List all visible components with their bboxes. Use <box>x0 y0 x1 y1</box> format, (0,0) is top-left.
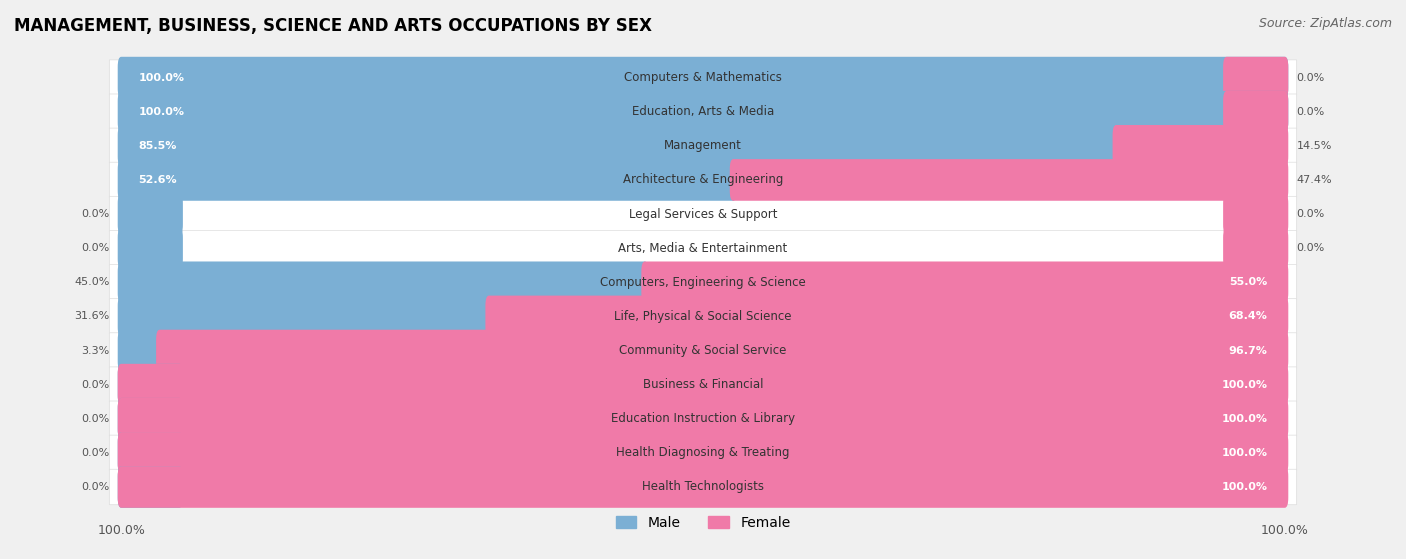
Text: 52.6%: 52.6% <box>139 175 177 185</box>
FancyBboxPatch shape <box>110 333 1296 368</box>
Text: Community & Social Service: Community & Social Service <box>619 344 787 357</box>
Text: 85.5%: 85.5% <box>139 141 177 151</box>
FancyBboxPatch shape <box>110 60 1296 96</box>
Text: 3.3%: 3.3% <box>82 345 110 356</box>
FancyBboxPatch shape <box>1223 228 1288 269</box>
Text: Source: ZipAtlas.com: Source: ZipAtlas.com <box>1258 17 1392 30</box>
FancyBboxPatch shape <box>118 159 737 201</box>
Text: 0.0%: 0.0% <box>1296 73 1324 83</box>
FancyBboxPatch shape <box>110 469 1296 505</box>
FancyBboxPatch shape <box>118 296 492 337</box>
FancyBboxPatch shape <box>730 159 1288 201</box>
FancyBboxPatch shape <box>118 466 183 508</box>
Text: Health Technologists: Health Technologists <box>643 481 763 494</box>
Text: 100.0%: 100.0% <box>139 107 184 117</box>
Text: Life, Physical & Social Science: Life, Physical & Social Science <box>614 310 792 323</box>
Text: 0.0%: 0.0% <box>1296 243 1324 253</box>
Text: 100.0%: 100.0% <box>1222 414 1267 424</box>
Text: 0.0%: 0.0% <box>1296 107 1324 117</box>
Text: 0.0%: 0.0% <box>82 414 110 424</box>
FancyBboxPatch shape <box>485 296 1288 337</box>
Text: 31.6%: 31.6% <box>75 311 110 321</box>
Text: 0.0%: 0.0% <box>1296 209 1324 219</box>
Text: Computers, Engineering & Science: Computers, Engineering & Science <box>600 276 806 289</box>
FancyBboxPatch shape <box>118 125 1119 167</box>
Text: Education Instruction & Library: Education Instruction & Library <box>612 412 794 425</box>
Text: Arts, Media & Entertainment: Arts, Media & Entertainment <box>619 241 787 255</box>
FancyBboxPatch shape <box>1223 193 1288 235</box>
Text: 96.7%: 96.7% <box>1229 345 1267 356</box>
FancyBboxPatch shape <box>110 401 1296 437</box>
FancyBboxPatch shape <box>110 94 1296 130</box>
FancyBboxPatch shape <box>110 435 1296 471</box>
FancyBboxPatch shape <box>118 432 183 473</box>
Text: Health Diagnosing & Treating: Health Diagnosing & Treating <box>616 447 790 459</box>
FancyBboxPatch shape <box>118 262 648 303</box>
FancyBboxPatch shape <box>110 299 1296 334</box>
Text: 100.0%: 100.0% <box>1222 448 1267 458</box>
FancyBboxPatch shape <box>118 228 183 269</box>
Text: MANAGEMENT, BUSINESS, SCIENCE AND ARTS OCCUPATIONS BY SEX: MANAGEMENT, BUSINESS, SCIENCE AND ARTS O… <box>14 17 652 35</box>
Text: Legal Services & Support: Legal Services & Support <box>628 207 778 221</box>
Text: Computers & Mathematics: Computers & Mathematics <box>624 71 782 84</box>
Text: Architecture & Engineering: Architecture & Engineering <box>623 173 783 187</box>
FancyBboxPatch shape <box>118 193 183 235</box>
FancyBboxPatch shape <box>1223 91 1288 132</box>
Text: 0.0%: 0.0% <box>82 482 110 492</box>
Text: Business & Financial: Business & Financial <box>643 378 763 391</box>
FancyBboxPatch shape <box>156 330 1288 371</box>
Text: 55.0%: 55.0% <box>1229 277 1267 287</box>
FancyBboxPatch shape <box>641 262 1288 303</box>
FancyBboxPatch shape <box>110 162 1296 198</box>
FancyBboxPatch shape <box>110 367 1296 402</box>
FancyBboxPatch shape <box>118 466 1288 508</box>
FancyBboxPatch shape <box>118 398 1288 439</box>
FancyBboxPatch shape <box>118 57 1288 98</box>
FancyBboxPatch shape <box>1112 125 1288 167</box>
FancyBboxPatch shape <box>118 364 1288 405</box>
FancyBboxPatch shape <box>118 398 183 439</box>
FancyBboxPatch shape <box>118 330 163 371</box>
FancyBboxPatch shape <box>110 264 1296 300</box>
FancyBboxPatch shape <box>110 230 1296 266</box>
Text: 100.0%: 100.0% <box>1222 482 1267 492</box>
Text: 0.0%: 0.0% <box>82 448 110 458</box>
Text: Management: Management <box>664 139 742 153</box>
Text: 0.0%: 0.0% <box>82 243 110 253</box>
Text: 100.0%: 100.0% <box>139 73 184 83</box>
FancyBboxPatch shape <box>110 196 1296 232</box>
Text: Education, Arts & Media: Education, Arts & Media <box>631 105 775 118</box>
Text: 47.4%: 47.4% <box>1296 175 1331 185</box>
Text: 0.0%: 0.0% <box>82 380 110 390</box>
Legend: Male, Female: Male, Female <box>610 510 796 535</box>
Text: 68.4%: 68.4% <box>1229 311 1267 321</box>
Text: 0.0%: 0.0% <box>82 209 110 219</box>
Text: 45.0%: 45.0% <box>75 277 110 287</box>
FancyBboxPatch shape <box>118 364 183 405</box>
FancyBboxPatch shape <box>110 128 1296 164</box>
FancyBboxPatch shape <box>118 432 1288 473</box>
FancyBboxPatch shape <box>118 91 1288 132</box>
FancyBboxPatch shape <box>1223 57 1288 98</box>
Text: 100.0%: 100.0% <box>1222 380 1267 390</box>
Text: 14.5%: 14.5% <box>1296 141 1331 151</box>
